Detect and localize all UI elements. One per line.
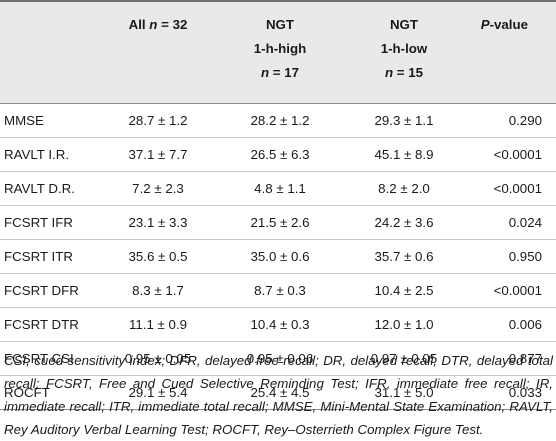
header-low-n: n [384,65,394,80]
row-label: FCSRT CSI [0,341,98,376]
cell-p-value: <0.0001 [466,171,556,206]
table-header-row: All n = 32 NGT 1-h-high n = 17 NGT 1-h-l… [0,0,556,104]
table-row: MMSE 28.7 ± 1.2 28.2 ± 1.2 29.3 ± 1.1 0.290 [0,103,556,138]
row-label: FCSRT IFR [0,205,98,240]
header-all-n: n [149,17,158,32]
table-body: MMSE 28.7 ± 1.2 28.2 ± 1.2 29.3 ± 1.1 0.290 R… [0,103,556,410]
table-row: FCSRT DTR 11.1 ± 0.9 10.4 ± 0.3 12.0 ± 1.0 0… [0,307,556,342]
row-label: FCSRT DTR [0,307,98,342]
cell-ngt-high: 35.0 ± 0.6 [218,239,342,274]
cell-ngt-high: 25.4 ± 4.5 [218,375,342,410]
header-low-count: = 15 [393,65,424,80]
cell-p-value: 0.290 [466,103,556,138]
table-row: FCSRT ITR 35.6 ± 0.5 35.0 ± 0.6 35.7 ± 0.6 0… [0,239,556,274]
header-low-line1: NGT [389,17,419,32]
cell-ngt-low: 24.2 ± 3.6 [342,205,466,240]
header-high-line2: 1-h-high [253,41,307,56]
cell-ngt-high: 0.95 ± 0.06 [218,341,342,376]
cell-all: 29.1 ± 5.4 [98,375,218,410]
cell-p-value: <0.0001 [466,273,556,308]
row-label: RAVLT I.R. [0,137,98,172]
row-label: ROCFT [0,375,98,410]
cell-ngt-low: 8.2 ± 2.0 [342,171,466,206]
cell-ngt-low: 0.97 ± 0.05 [342,341,466,376]
header-high-line1: NGT [265,17,295,32]
header-p-value: P-value [466,0,556,104]
header-ngt-low: NGT 1-h-low n = 15 [342,0,466,104]
table-footnote: CSI, cued sensitivity index; DFR, delaye… [4,353,553,437]
cell-ngt-low: 29.3 ± 1.1 [342,103,466,138]
row-label: RAVLT D.R. [0,171,98,206]
header-p-italic: P [480,17,490,32]
row-label: FCSRT ITR [0,239,98,274]
cell-all: 23.1 ± 3.3 [98,205,218,240]
cell-p-value: 0.877 [466,341,556,376]
cell-ngt-low: 12.0 ± 1.0 [342,307,466,342]
cell-ngt-high: 28.2 ± 1.2 [218,103,342,138]
table-row: RAVLT I.R. 37.1 ± 7.7 26.5 ± 6.3 45.1 ± 8.9… [0,137,556,172]
cell-ngt-low: 35.7 ± 0.6 [342,239,466,274]
cell-p-value: 0.950 [466,239,556,274]
cell-all: 11.1 ± 0.9 [98,307,218,342]
header-low-line2: 1-h-low [380,41,428,56]
cell-all: 28.7 ± 1.2 [98,103,218,138]
cell-ngt-low: 31.1 ± 5.0 [342,375,466,410]
header-all-count: = 32 [157,17,188,32]
results-table: All n = 32 NGT 1-h-high n = 17 NGT 1-h-l… [0,0,556,410]
header-p-rest: -value [489,17,528,32]
cell-all: 7.2 ± 2.3 [98,171,218,206]
cell-p-value: <0.0001 [466,137,556,172]
row-label: FCSRT DFR [0,273,98,308]
cell-all: 0.95 ± 0.05 [98,341,218,376]
cell-ngt-high: 4.8 ± 1.1 [218,171,342,206]
cell-ngt-high: 10.4 ± 0.3 [218,307,342,342]
table-row: FCSRT DFR 8.3 ± 1.7 8.7 ± 0.3 10.4 ± 2.5 <0.… [0,273,556,308]
cell-all: 8.3 ± 1.7 [98,273,218,308]
cell-ngt-high: 8.7 ± 0.3 [218,273,342,308]
cell-ngt-high: 21.5 ± 2.6 [218,205,342,240]
cell-ngt-low: 10.4 ± 2.5 [342,273,466,308]
header-ngt-high: NGT 1-h-high n = 17 [218,0,342,104]
header-all-prefix: All [128,17,150,32]
header-high-n: n [260,65,270,80]
row-label: MMSE [0,103,98,138]
header-high-count: = 17 [269,65,300,80]
table-row: FCSRT IFR 23.1 ± 3.3 21.5 ± 2.6 24.2 ± 3.6 0… [0,205,556,240]
cell-ngt-low: 45.1 ± 8.9 [342,137,466,172]
cell-p-value: 0.033 [466,375,556,410]
cell-ngt-high: 26.5 ± 6.3 [218,137,342,172]
header-all: All n = 32 [98,0,218,104]
table-row: ROCFT 29.1 ± 5.4 25.4 ± 4.5 31.1 ± 5.0 0.033 [0,375,556,410]
table-row: FCSRT CSI 0.95 ± 0.05 0.95 ± 0.06 0.97 ± 0.… [0,341,556,376]
header-label-column [0,0,98,104]
cell-p-value: 0.006 [466,307,556,342]
table-row: RAVLT D.R. 7.2 ± 2.3 4.8 ± 1.1 8.2 ± 2.0 <0.… [0,171,556,206]
cell-all: 37.1 ± 7.7 [98,137,218,172]
cell-p-value: 0.024 [466,205,556,240]
cell-all: 35.6 ± 0.5 [98,239,218,274]
